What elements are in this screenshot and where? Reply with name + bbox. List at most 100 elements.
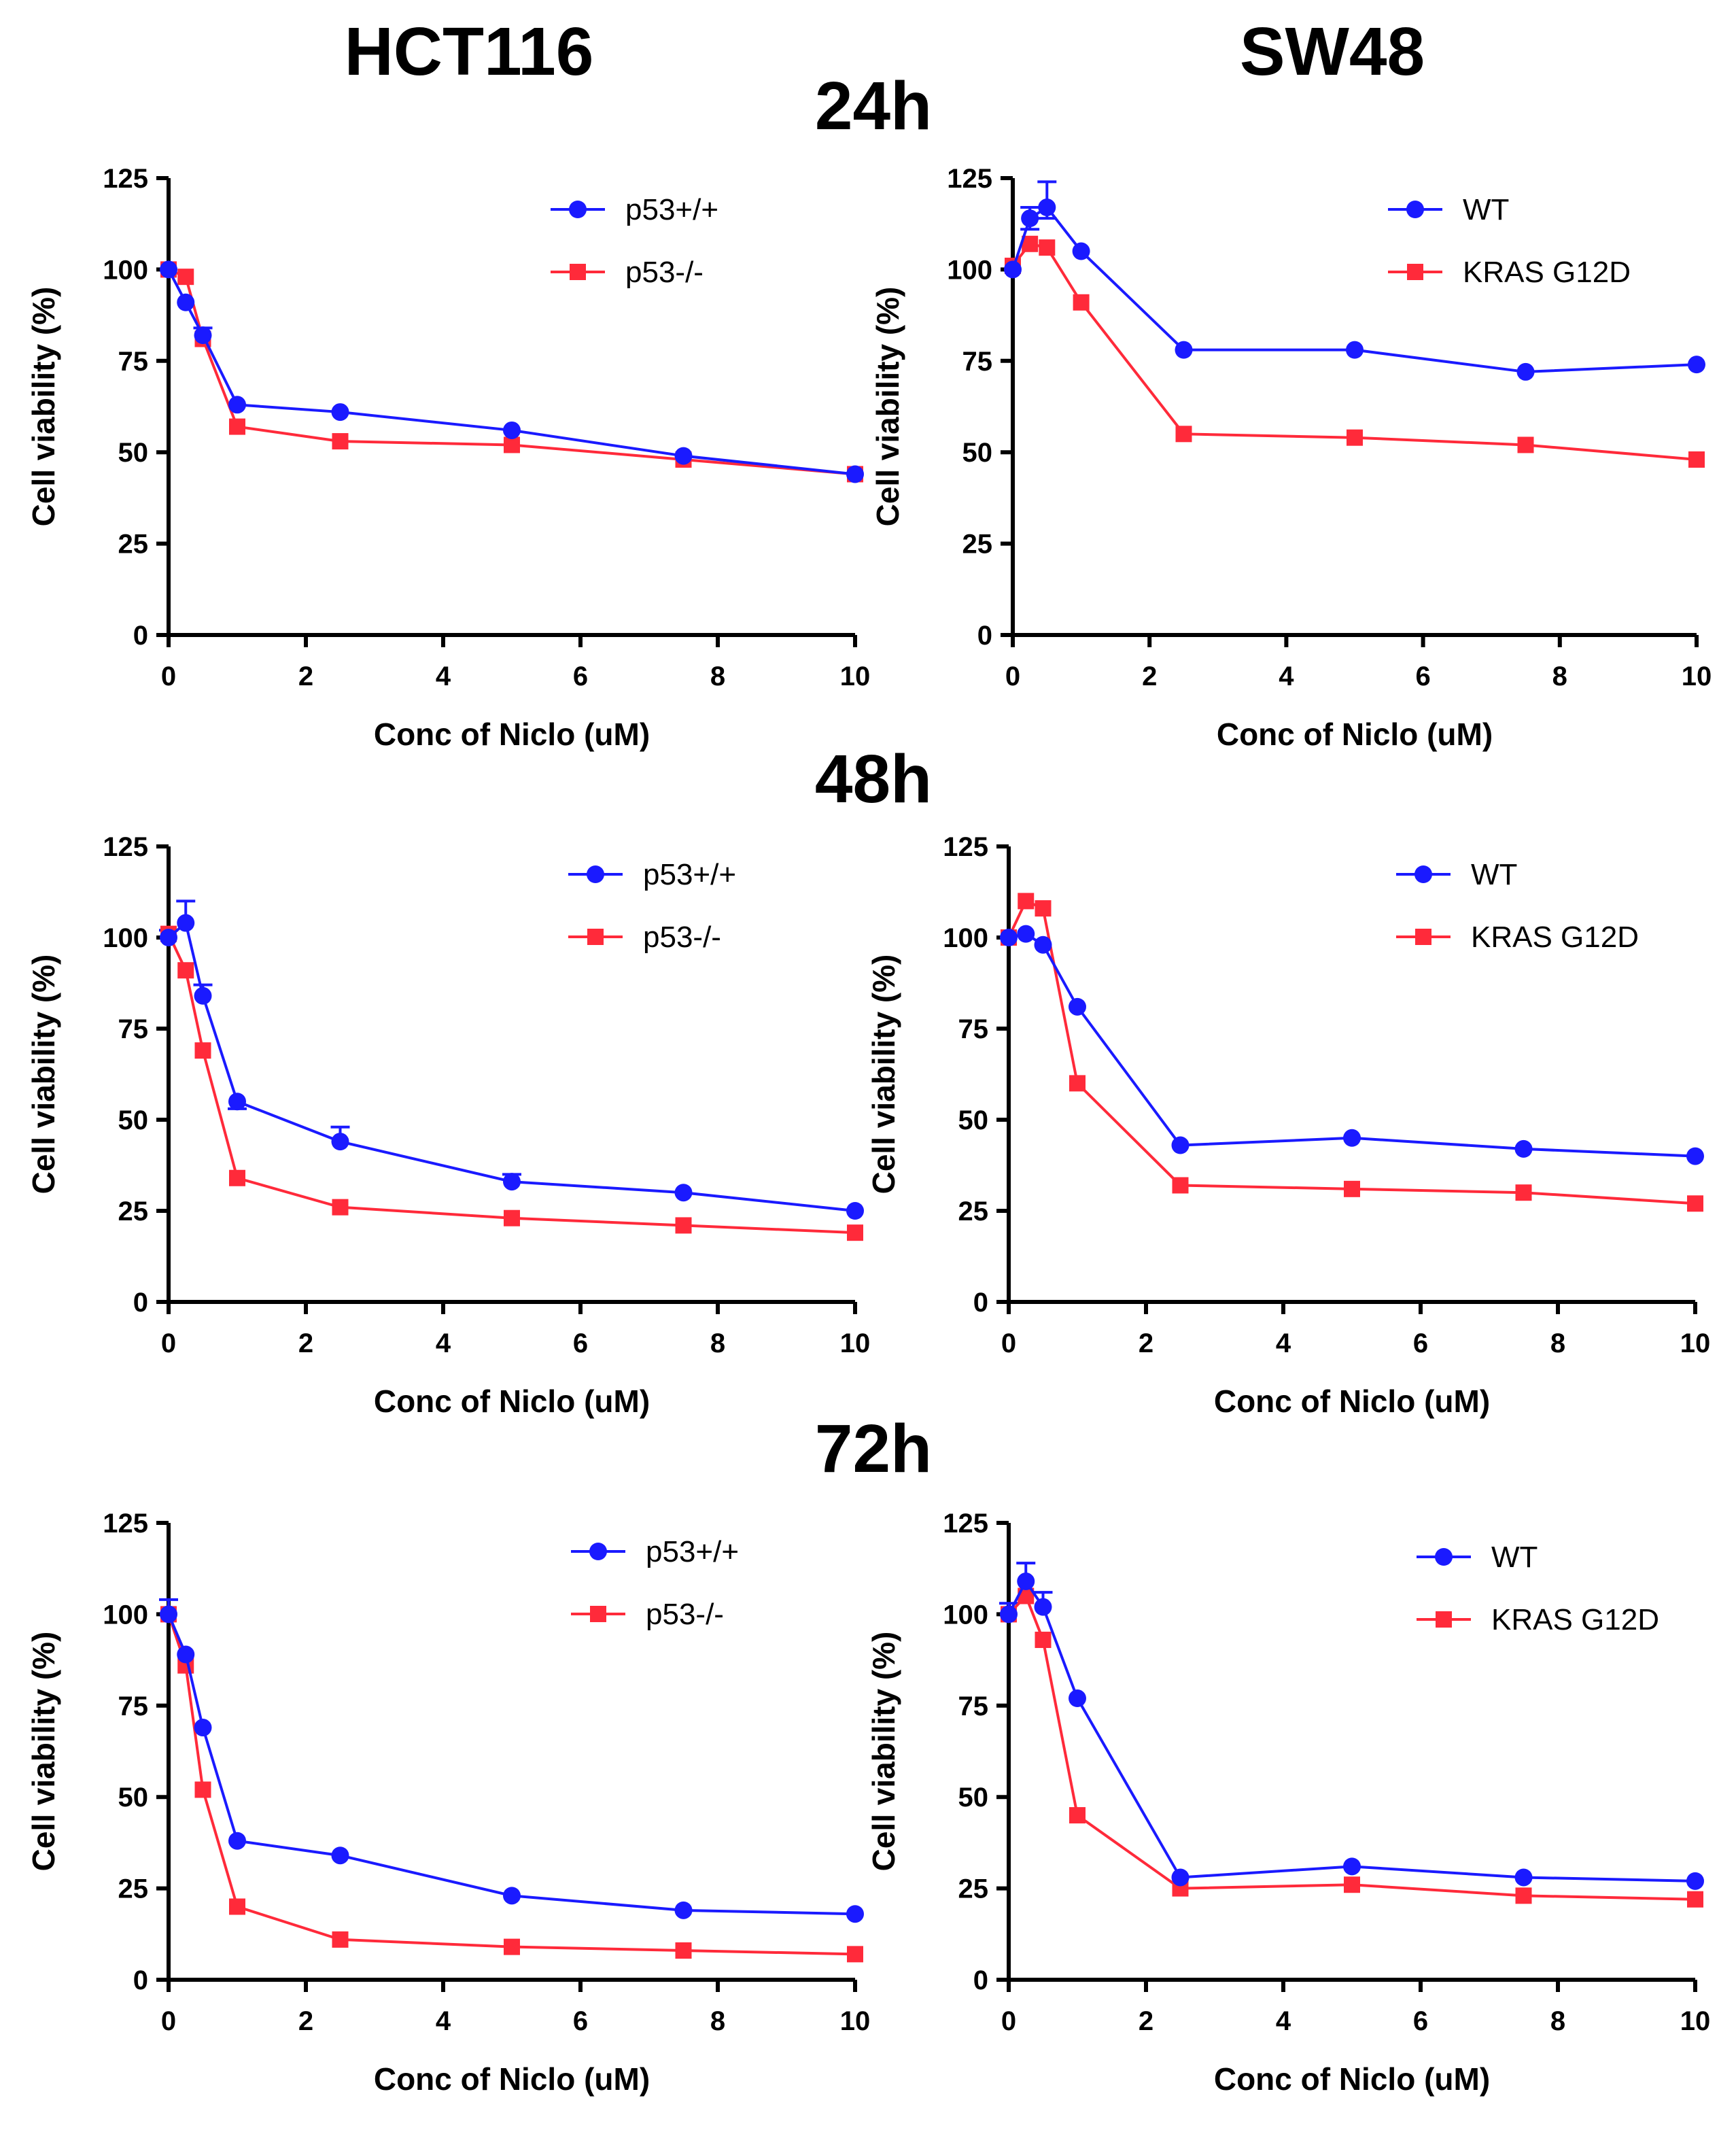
data-point-blue [1686, 1147, 1704, 1165]
legend-label-red: p53-/- [625, 256, 704, 289]
data-point-blue [1000, 1605, 1018, 1624]
legend-marker-blue [589, 1543, 607, 1560]
x-tick-label: 10 [840, 2006, 871, 2036]
data-point-red [1018, 893, 1035, 910]
x-tick-label: 4 [436, 662, 451, 691]
series-line-red [1007, 1593, 1696, 1901]
data-point-blue [1343, 1857, 1361, 1876]
legend-marker-blue [1414, 865, 1432, 883]
chart-panel-5: 0 25 50 75 100 125 0 2 4 6 8 10 Conc of Niclo (uM) Ce… [26, 1509, 870, 2097]
data-point-blue [1017, 925, 1035, 943]
x-tick-label: 6 [573, 662, 588, 691]
y-tick-label: 25 [958, 1874, 989, 1904]
data-point-red [1344, 1876, 1360, 1893]
x-tick-label: 6 [1413, 1328, 1428, 1358]
y-axis-label: Cell viability (%) [26, 287, 61, 527]
y-tick-label: 125 [947, 164, 992, 194]
y-tick-label: 25 [118, 530, 149, 560]
data-point-red [194, 1781, 211, 1798]
series-line-blue [167, 920, 856, 1212]
legend-label-blue: WT [1463, 193, 1509, 226]
data-point-blue [1343, 1129, 1361, 1147]
data-point-blue [228, 1093, 246, 1111]
legend-marker-red [570, 264, 586, 280]
legend-label-blue: WT [1491, 1541, 1538, 1574]
legend-marker-red [590, 1606, 606, 1622]
legend-label-red: KRAS G12D [1491, 1603, 1659, 1636]
x-tick-label: 4 [1279, 662, 1294, 691]
chart-panel-6: 0 25 50 75 100 125 0 2 4 6 8 10 Conc of Niclo (uM) Ce… [866, 1509, 1710, 2097]
y-tick-label: 125 [103, 832, 148, 862]
y-tick-label: 125 [943, 832, 988, 862]
legend-label-red: p53-/- [643, 921, 721, 954]
data-point-blue [846, 1905, 864, 1923]
x-tick-label: 6 [573, 2006, 588, 2036]
y-tick-label: 75 [118, 1014, 149, 1044]
data-point-blue [194, 326, 212, 345]
x-tick-label: 10 [1682, 662, 1712, 691]
data-point-blue [160, 1605, 177, 1624]
data-point-red [1035, 900, 1052, 917]
data-point-blue [1069, 1689, 1086, 1708]
legend-marker-red [587, 929, 604, 945]
data-point-blue [1346, 341, 1364, 359]
x-tick-label: 8 [1550, 1328, 1565, 1358]
data-point-red [1175, 426, 1192, 443]
x-tick-label: 0 [161, 662, 176, 691]
data-point-blue [1034, 1598, 1052, 1616]
data-point-blue [1171, 1136, 1190, 1154]
data-point-red [504, 1938, 520, 1955]
y-tick-label: 25 [962, 530, 993, 560]
x-tick-label: 2 [1139, 2006, 1153, 2036]
data-point-red [229, 1169, 245, 1186]
x-axis-label: Conc of Niclo (uM) [374, 1384, 650, 1419]
y-tick-label: 100 [943, 923, 988, 953]
x-tick-label: 10 [840, 1328, 871, 1358]
data-point-red [177, 962, 194, 979]
data-point-blue [1171, 1868, 1190, 1887]
x-tick-label: 8 [710, 2006, 725, 2036]
y-tick-label: 0 [977, 621, 992, 651]
data-point-blue [674, 1901, 693, 1919]
chart-panel-3: 0 25 50 75 100 125 0 2 4 6 8 10 Conc of Niclo (uM) Ce… [26, 832, 870, 1419]
data-point-blue [194, 986, 212, 1005]
chart-panel-4: 0 25 50 75 100 125 0 2 4 6 8 10 Conc of Niclo (uM) Ce… [866, 832, 1710, 1419]
y-tick-label: 50 [958, 1783, 989, 1813]
data-point-blue [194, 1719, 212, 1737]
y-tick-label: 25 [118, 1874, 149, 1904]
x-tick-label: 8 [710, 1328, 725, 1358]
y-tick-label: 100 [103, 923, 148, 953]
x-tick-label: 2 [298, 662, 313, 691]
data-point-red [1517, 436, 1534, 453]
y-tick-label: 0 [973, 1965, 988, 1995]
y-tick-label: 100 [103, 255, 148, 285]
legend-label-red: p53-/- [646, 1598, 724, 1631]
x-tick-label: 6 [1413, 2006, 1428, 2036]
x-tick-label: 2 [298, 2006, 313, 2036]
x-axis-label: Conc of Niclo (uM) [1214, 2061, 1490, 2097]
data-point-blue [1688, 356, 1705, 374]
y-tick-label: 50 [958, 1105, 989, 1135]
y-axis-label: Cell viability (%) [866, 1632, 901, 1872]
y-tick-label: 75 [118, 1691, 149, 1721]
chart-panel-2: 0 25 50 75 100 125 0 2 4 6 8 10 Conc of Niclo (uM) Ce… [870, 164, 1712, 752]
legend-label-blue: p53+/+ [646, 1535, 739, 1568]
data-point-red [1687, 1195, 1703, 1212]
column-header-hct116: HCT116 [345, 14, 594, 90]
data-point-red [1073, 294, 1090, 311]
data-point-red [1687, 1891, 1703, 1908]
y-tick-label: 75 [962, 347, 993, 377]
x-tick-label: 0 [161, 1328, 176, 1358]
y-tick-label: 0 [133, 1288, 148, 1318]
y-tick-label: 75 [958, 1014, 989, 1044]
data-point-blue [503, 1173, 521, 1191]
data-point-blue [503, 421, 521, 439]
x-tick-label: 2 [298, 1328, 313, 1358]
data-point-blue [177, 1645, 195, 1664]
data-point-blue [1514, 1139, 1533, 1158]
series-line-blue [1008, 932, 1696, 1158]
data-point-red [229, 418, 245, 435]
data-point-red [1344, 1180, 1360, 1197]
